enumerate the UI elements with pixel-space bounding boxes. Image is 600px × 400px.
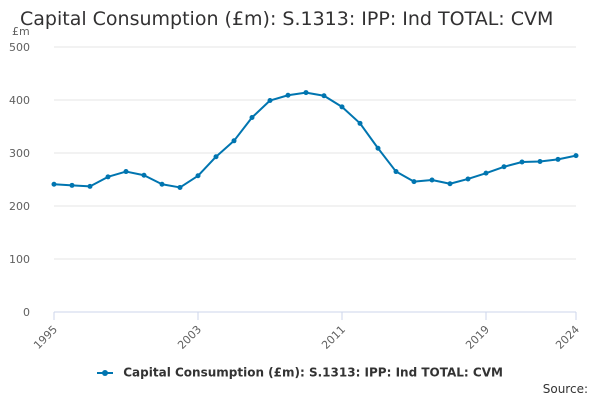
y-tick-label: 400 <box>9 94 30 107</box>
data-point[interactable] <box>465 176 471 182</box>
data-point[interactable] <box>501 164 507 170</box>
data-point[interactable] <box>213 154 219 160</box>
data-point[interactable] <box>105 174 111 180</box>
legend[interactable]: Capital Consumption (£m): S.1313: IPP: I… <box>0 365 600 380</box>
series-layer <box>51 90 579 190</box>
y-tick-label: 100 <box>9 253 30 266</box>
grid-lines <box>54 46 576 313</box>
x-tick-label: 2003 <box>175 323 204 352</box>
data-point[interactable] <box>285 92 291 98</box>
data-point[interactable] <box>51 181 57 187</box>
data-point[interactable] <box>267 98 273 104</box>
legend-label: Capital Consumption (£m): S.1313: IPP: I… <box>123 365 503 380</box>
data-point[interactable] <box>141 172 147 178</box>
x-tick-label: 2011 <box>319 323 348 352</box>
x-axis: 1995 2003 2011 2019 2024 <box>31 311 582 352</box>
series-line <box>53 91 577 189</box>
data-point[interactable] <box>249 114 255 120</box>
x-tick-label: 2024 <box>553 323 582 352</box>
data-point[interactable] <box>537 158 543 164</box>
data-point[interactable] <box>393 169 399 175</box>
x-tick-label: 2019 <box>463 323 492 352</box>
y-tick-label: 300 <box>9 147 30 160</box>
data-point[interactable] <box>87 183 93 189</box>
data-point[interactable] <box>195 173 201 179</box>
source-label: Source: <box>542 382 588 396</box>
data-point[interactable] <box>429 177 435 183</box>
chart-title: Capital Consumption (£m): S.1313: IPP: I… <box>20 8 554 30</box>
y-axis-label: £m <box>12 25 30 38</box>
data-point[interactable] <box>69 182 75 188</box>
y-tick-label: 0 <box>23 306 30 319</box>
data-point[interactable] <box>123 169 129 175</box>
legend-swatch-icon <box>97 369 114 376</box>
data-point[interactable] <box>159 181 165 187</box>
data-point[interactable] <box>357 120 363 126</box>
data-point[interactable] <box>375 145 381 151</box>
y-tick-label: 500 <box>9 41 30 54</box>
data-point[interactable] <box>555 156 561 162</box>
data-point[interactable] <box>321 93 327 99</box>
data-point[interactable] <box>483 170 489 176</box>
x-tick-label: 1995 <box>31 323 60 352</box>
y-axis: 0 100 200 300 400 500 £m <box>9 25 30 319</box>
y-tick-label: 200 <box>9 200 30 213</box>
data-point[interactable] <box>411 179 417 185</box>
data-point[interactable] <box>303 90 309 96</box>
data-point[interactable] <box>447 181 453 187</box>
data-point[interactable] <box>519 159 525 165</box>
data-point[interactable] <box>177 184 183 190</box>
data-point[interactable] <box>573 153 579 159</box>
data-point[interactable] <box>339 104 345 110</box>
data-point[interactable] <box>231 138 237 144</box>
